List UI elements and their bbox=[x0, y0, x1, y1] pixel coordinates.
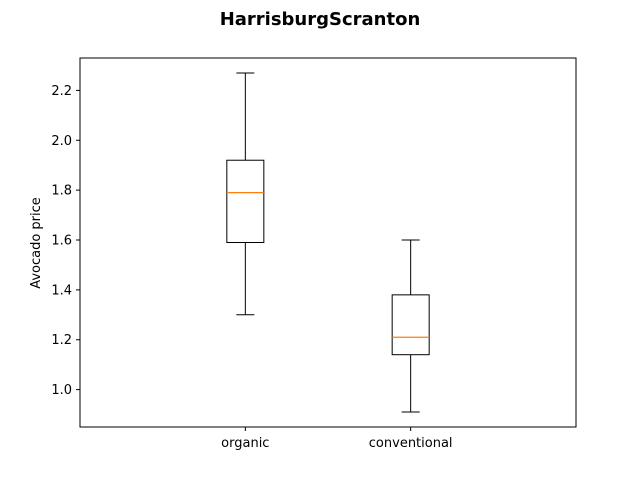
y-tick-label: 2.0 bbox=[51, 134, 72, 149]
y-tick-label: 2.2 bbox=[51, 84, 72, 99]
x-tick-label: conventional bbox=[369, 436, 453, 451]
x-tick-label: organic bbox=[221, 436, 269, 451]
y-tick-label: 1.6 bbox=[51, 234, 72, 249]
y-tick-label: 1.4 bbox=[51, 283, 72, 298]
plot-area: 1.0 1.2 1.4 1.6 1.8 2.0 2.2 organic conventional bbox=[51, 57, 577, 451]
chart-title: HarrisburgScranton bbox=[220, 9, 421, 30]
y-tick-label: 1.8 bbox=[51, 184, 72, 199]
plot-frame bbox=[79, 57, 577, 428]
y-tick-label: 1.0 bbox=[51, 383, 72, 398]
box-conventional bbox=[391, 294, 430, 356]
y-axis-label: Avocado price bbox=[29, 197, 44, 289]
y-tick-label: 1.2 bbox=[51, 333, 72, 348]
box-organic bbox=[226, 159, 265, 243]
